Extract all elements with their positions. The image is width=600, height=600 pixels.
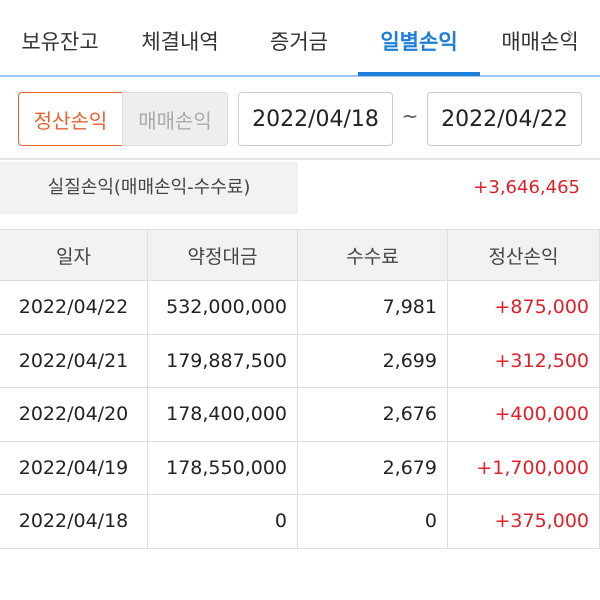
date-separator: ~ — [401, 104, 419, 128]
summary-value: +3,646,465 — [473, 177, 580, 198]
table-cell: 2022/04/19 — [0, 441, 148, 495]
table-cell: 0 — [148, 495, 298, 549]
table-cell: 178,550,000 — [148, 441, 298, 495]
table-cell: 2022/04/20 — [0, 388, 148, 442]
divider — [0, 158, 600, 160]
table-cell: 2,676 — [298, 388, 448, 442]
summary-label-bg — [0, 162, 298, 214]
table-cell: 178,400,000 — [148, 388, 298, 442]
table-header: 정산손익 — [448, 230, 600, 281]
table-cell: 2,679 — [298, 441, 448, 495]
tab[interactable]: 체결내역 — [141, 30, 219, 54]
table-cell: +875,000 — [448, 281, 600, 335]
table-cell: 179,887,500 — [148, 334, 298, 388]
scroll-arrow[interactable]: › — [566, 22, 575, 47]
table-cell: 2022/04/18 — [0, 495, 148, 549]
table-cell: +400,000 — [448, 388, 600, 442]
tab-divider — [0, 75, 600, 77]
toggle-button[interactable]: 정산손익 — [18, 92, 123, 146]
table-cell: 2022/04/21 — [0, 334, 148, 388]
tab[interactable]: 보유잔고 — [21, 30, 99, 54]
tab[interactable]: 일별손익 — [358, 0, 480, 76]
date-input[interactable]: 2022/04/22 — [427, 92, 582, 146]
table-cell: 7,981 — [298, 281, 448, 335]
toggle-button[interactable]: 매매손익 — [122, 92, 228, 146]
table-cell: 0 — [298, 495, 448, 549]
summary-label: 실질손익(매매손익-수수료) — [47, 177, 251, 198]
table-top-border — [0, 229, 600, 230]
table-header: 수수료 — [298, 230, 448, 281]
table-cell: 532,000,000 — [148, 281, 298, 335]
table-cell: +375,000 — [448, 495, 600, 549]
table-cell: 2022/04/22 — [0, 281, 148, 335]
table-header: 일자 — [0, 230, 148, 281]
table-header: 약정대금 — [148, 230, 298, 281]
tab[interactable]: 매매손익 — [501, 30, 579, 54]
table-cell: 2,699 — [298, 334, 448, 388]
table-cell: +312,500 — [448, 334, 600, 388]
date-input[interactable]: 2022/04/18 — [238, 92, 393, 146]
tab[interactable]: 증거금 — [270, 30, 328, 54]
table-cell: +1,700,000 — [448, 441, 600, 495]
